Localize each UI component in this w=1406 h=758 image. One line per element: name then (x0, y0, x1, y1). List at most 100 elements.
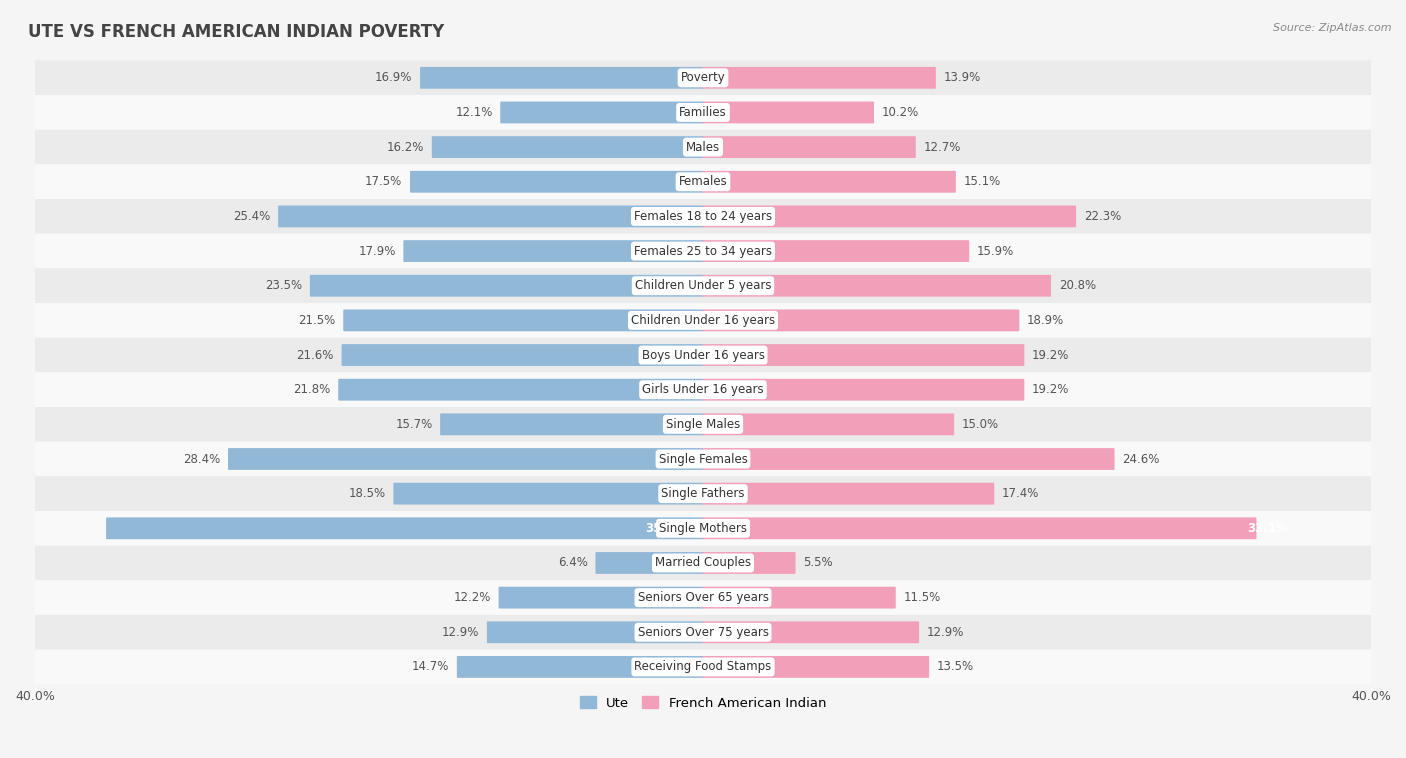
Text: 18.5%: 18.5% (349, 487, 385, 500)
FancyBboxPatch shape (35, 581, 1371, 615)
Legend: Ute, French American Indian: Ute, French American Indian (575, 691, 831, 715)
Text: Source: ZipAtlas.com: Source: ZipAtlas.com (1274, 23, 1392, 33)
Text: 19.2%: 19.2% (1032, 349, 1070, 362)
FancyBboxPatch shape (703, 171, 956, 193)
Text: 21.8%: 21.8% (294, 384, 330, 396)
Text: 17.9%: 17.9% (359, 245, 395, 258)
FancyBboxPatch shape (432, 136, 703, 158)
FancyBboxPatch shape (703, 275, 1052, 296)
FancyBboxPatch shape (499, 587, 703, 609)
Text: 23.5%: 23.5% (266, 279, 302, 293)
Text: 12.1%: 12.1% (456, 106, 492, 119)
Text: Seniors Over 75 years: Seniors Over 75 years (637, 626, 769, 639)
FancyBboxPatch shape (228, 448, 703, 470)
Text: 33.1%: 33.1% (1247, 522, 1288, 535)
FancyBboxPatch shape (703, 448, 1115, 470)
FancyBboxPatch shape (35, 407, 1371, 442)
FancyBboxPatch shape (35, 476, 1371, 511)
Text: Females: Females (679, 175, 727, 188)
FancyBboxPatch shape (35, 338, 1371, 372)
FancyBboxPatch shape (35, 130, 1371, 164)
FancyBboxPatch shape (35, 61, 1371, 96)
FancyBboxPatch shape (411, 171, 703, 193)
Text: 18.9%: 18.9% (1026, 314, 1064, 327)
FancyBboxPatch shape (703, 413, 955, 435)
Text: Boys Under 16 years: Boys Under 16 years (641, 349, 765, 362)
FancyBboxPatch shape (35, 199, 1371, 233)
Text: 13.9%: 13.9% (943, 71, 981, 84)
FancyBboxPatch shape (703, 136, 915, 158)
Text: 24.6%: 24.6% (1122, 453, 1160, 465)
Text: 16.2%: 16.2% (387, 141, 425, 154)
FancyBboxPatch shape (703, 552, 796, 574)
FancyBboxPatch shape (35, 268, 1371, 303)
Text: Married Couples: Married Couples (655, 556, 751, 569)
Text: 15.9%: 15.9% (977, 245, 1014, 258)
Text: 14.7%: 14.7% (412, 660, 449, 673)
FancyBboxPatch shape (703, 102, 875, 124)
FancyBboxPatch shape (703, 379, 1025, 401)
Text: 19.2%: 19.2% (1032, 384, 1070, 396)
FancyBboxPatch shape (278, 205, 703, 227)
FancyBboxPatch shape (703, 483, 994, 505)
Text: Single Mothers: Single Mothers (659, 522, 747, 535)
FancyBboxPatch shape (420, 67, 703, 89)
FancyBboxPatch shape (703, 67, 936, 89)
FancyBboxPatch shape (35, 96, 1371, 130)
Text: 16.9%: 16.9% (375, 71, 412, 84)
Text: Males: Males (686, 141, 720, 154)
Text: 15.7%: 15.7% (395, 418, 433, 431)
Text: Families: Families (679, 106, 727, 119)
Text: Children Under 16 years: Children Under 16 years (631, 314, 775, 327)
Text: Single Males: Single Males (666, 418, 740, 431)
Text: 12.2%: 12.2% (454, 591, 491, 604)
Text: Poverty: Poverty (681, 71, 725, 84)
FancyBboxPatch shape (703, 309, 1019, 331)
Text: Seniors Over 65 years: Seniors Over 65 years (637, 591, 769, 604)
FancyBboxPatch shape (703, 344, 1025, 366)
FancyBboxPatch shape (703, 656, 929, 678)
Text: 25.4%: 25.4% (233, 210, 270, 223)
Text: 12.9%: 12.9% (441, 626, 479, 639)
FancyBboxPatch shape (309, 275, 703, 296)
FancyBboxPatch shape (440, 413, 703, 435)
FancyBboxPatch shape (703, 587, 896, 609)
Text: UTE VS FRENCH AMERICAN INDIAN POVERTY: UTE VS FRENCH AMERICAN INDIAN POVERTY (28, 23, 444, 41)
Text: Single Fathers: Single Fathers (661, 487, 745, 500)
Text: 10.2%: 10.2% (882, 106, 920, 119)
Text: Girls Under 16 years: Girls Under 16 years (643, 384, 763, 396)
Text: Females 18 to 24 years: Females 18 to 24 years (634, 210, 772, 223)
FancyBboxPatch shape (105, 518, 703, 539)
FancyBboxPatch shape (35, 372, 1371, 407)
FancyBboxPatch shape (486, 622, 703, 644)
FancyBboxPatch shape (35, 303, 1371, 338)
Text: Females 25 to 34 years: Females 25 to 34 years (634, 245, 772, 258)
FancyBboxPatch shape (343, 309, 703, 331)
Text: 17.4%: 17.4% (1002, 487, 1039, 500)
FancyBboxPatch shape (703, 622, 920, 644)
Text: 15.1%: 15.1% (963, 175, 1001, 188)
FancyBboxPatch shape (35, 442, 1371, 476)
FancyBboxPatch shape (342, 344, 703, 366)
FancyBboxPatch shape (35, 511, 1371, 546)
Text: 28.4%: 28.4% (183, 453, 221, 465)
Text: 20.8%: 20.8% (1059, 279, 1095, 293)
FancyBboxPatch shape (339, 379, 703, 401)
FancyBboxPatch shape (703, 518, 1257, 539)
FancyBboxPatch shape (35, 615, 1371, 650)
FancyBboxPatch shape (35, 164, 1371, 199)
Text: Children Under 5 years: Children Under 5 years (634, 279, 772, 293)
Text: Single Females: Single Females (658, 453, 748, 465)
FancyBboxPatch shape (457, 656, 703, 678)
Text: 22.3%: 22.3% (1084, 210, 1121, 223)
Text: 13.5%: 13.5% (936, 660, 974, 673)
FancyBboxPatch shape (703, 240, 969, 262)
FancyBboxPatch shape (394, 483, 703, 505)
Text: 21.5%: 21.5% (298, 314, 336, 327)
Text: 12.9%: 12.9% (927, 626, 965, 639)
FancyBboxPatch shape (703, 205, 1076, 227)
FancyBboxPatch shape (35, 546, 1371, 581)
Text: Receiving Food Stamps: Receiving Food Stamps (634, 660, 772, 673)
Text: 17.5%: 17.5% (366, 175, 402, 188)
Text: 21.6%: 21.6% (297, 349, 333, 362)
